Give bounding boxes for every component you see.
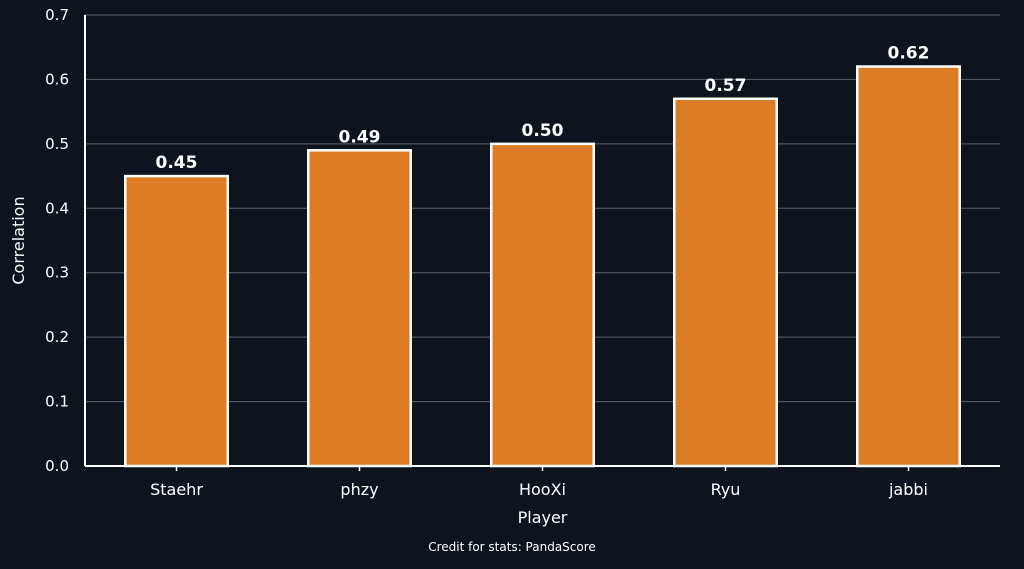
bars: 0.45 0.49 0.50 0.57 0.62	[124, 44, 961, 468]
bar-value-label: 0.50	[522, 121, 564, 141]
bar	[307, 149, 412, 468]
y-tick-label: 0.3	[45, 264, 69, 282]
x-axis-label: Player	[518, 508, 568, 527]
x-tick-label: phzy	[340, 480, 378, 499]
x-tick-label: jabbi	[888, 480, 928, 499]
bar	[856, 65, 961, 468]
x-tick-label: HooXi	[519, 480, 566, 499]
y-tick-label: 0.4	[45, 199, 69, 217]
labels: Correlation Player Credit for stats: Pan…	[9, 196, 596, 554]
bar-value-label: 0.62	[888, 44, 930, 64]
bar-value-label: 0.49	[339, 127, 381, 147]
y-tick-label: 0.5	[45, 135, 69, 153]
y-tick-label: 0.6	[45, 70, 69, 88]
y-tick-label: 0.0	[45, 457, 69, 475]
axes: 0.0 0.1 0.2 0.3 0.4 0.5 0.6 0.7 Staehr phzy HooXi R…	[45, 6, 1000, 499]
credit-text: Credit for stats: PandaScore	[428, 540, 596, 554]
bar	[673, 97, 778, 468]
y-tick-label: 0.2	[45, 328, 69, 346]
bar-value-label: 0.57	[705, 76, 747, 96]
bar	[490, 142, 595, 468]
bar	[124, 174, 229, 468]
x-tick-label: Ryu	[711, 480, 741, 499]
bar-value-label: 0.45	[156, 153, 198, 173]
x-tick-label: Staehr	[150, 480, 203, 499]
y-tick-label: 0.7	[45, 6, 69, 24]
y-axis-label: Correlation	[9, 196, 28, 284]
y-tick-label: 0.1	[45, 393, 69, 411]
